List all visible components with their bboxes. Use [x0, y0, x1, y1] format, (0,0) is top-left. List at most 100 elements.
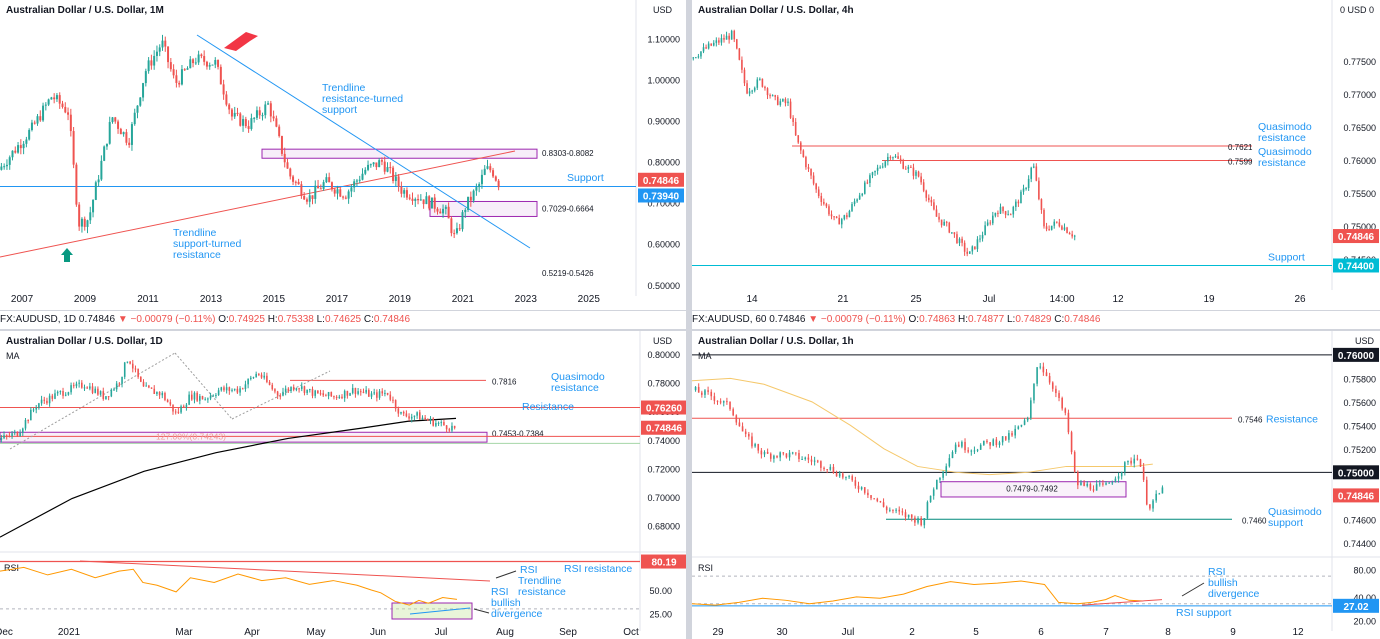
- daily-candle: [123, 362, 126, 377]
- daily-candle: [351, 387, 354, 394]
- daily-candle: [338, 396, 341, 398]
- daily-candle: [413, 415, 416, 417]
- monthly-candle: [58, 95, 61, 104]
- x-tick-label: 2017: [326, 294, 349, 305]
- daily-candle: [317, 390, 319, 394]
- hourly-candle: [1145, 479, 1148, 505]
- hourly-candle: [914, 517, 916, 523]
- daily-candle: [445, 425, 448, 430]
- zone-label: 0.5219-0.5426: [542, 269, 594, 278]
- daily-candle: [271, 384, 274, 390]
- four-hour-candle: [748, 91, 751, 94]
- monthly-candle: [436, 208, 439, 212]
- daily-candle: [105, 396, 107, 400]
- monthly-candle: [317, 185, 320, 189]
- hourly-candle: [1092, 489, 1095, 491]
- daily-candle: [392, 399, 394, 401]
- monthly-candle: [394, 176, 397, 182]
- four-hour-candle: [1058, 222, 1061, 227]
- monthly-candle: [139, 97, 142, 106]
- hourly-candle: [910, 514, 913, 518]
- currency-label: USD: [1355, 336, 1375, 346]
- rsi-label: RSI: [698, 563, 713, 573]
- four-hour-candle: [774, 95, 776, 97]
- four-hour-candle: [1035, 166, 1038, 181]
- four-hour-candle: [825, 203, 828, 207]
- open-value: 0.74925: [228, 314, 265, 325]
- hourly-candle: [992, 439, 995, 446]
- four-hour-candle: [1007, 214, 1009, 216]
- x-tick-label: 7: [1103, 627, 1109, 638]
- hourly-candle: [754, 444, 756, 447]
- monthly-candle: [136, 105, 139, 113]
- four-hour-candle: [997, 212, 999, 214]
- monthly-candle: [130, 124, 133, 145]
- four-hour-candle: [907, 166, 910, 170]
- annotation-text: resistance: [173, 249, 221, 261]
- four-hour-candle: [776, 96, 779, 105]
- rsi-divergence-line: [409, 607, 471, 615]
- high-value: 0.74877: [968, 314, 1005, 325]
- four-hour-candle: [976, 239, 979, 250]
- monthly-candle: [222, 84, 225, 95]
- hourly-candle: [1152, 500, 1154, 509]
- chart-panel-monthly[interactable]: Australian Dollar / U.S. Dollar, 1M USD 1.…: [0, 0, 686, 310]
- daily-candle: [32, 409, 35, 411]
- monthly-candle: [158, 47, 161, 52]
- hourly-candle: [870, 495, 872, 499]
- hourly-candle: [848, 476, 850, 478]
- hourly-candle: [936, 479, 938, 490]
- monthly-candle: [105, 143, 108, 147]
- four-hour-candle: [1017, 201, 1020, 204]
- daily-candle: [207, 398, 209, 400]
- hourly-candle: [882, 502, 885, 507]
- four-hour-candle: [725, 35, 728, 40]
- four-hour-candle: [715, 40, 718, 43]
- hourly-candle: [820, 461, 822, 468]
- four-hour-candle: [805, 157, 807, 168]
- monthly-candle: [114, 117, 117, 122]
- hourly-candle: [907, 514, 910, 518]
- hourly-candle: [945, 466, 948, 472]
- change-value: ▼ −0.00079 (−0.11%): [117, 314, 216, 325]
- monthly-candle: [205, 61, 208, 67]
- daily-candle: [443, 422, 445, 426]
- monthly-candle: [378, 160, 381, 168]
- four-hour-candle: [925, 190, 928, 198]
- level-label: 0.7621: [1228, 143, 1253, 152]
- monthly-candle: [47, 99, 50, 105]
- monthly-candle: [200, 54, 203, 57]
- four-hour-candle: [861, 193, 864, 196]
- daily-candle: [268, 381, 271, 385]
- daily-candle: [150, 387, 153, 389]
- daily-candle: [260, 374, 263, 378]
- low-value: 0.74625: [324, 314, 362, 325]
- monthly-candle: [125, 132, 128, 143]
- chart-panel-daily[interactable]: Australian Dollar / U.S. Dollar, 1D MA USD…: [0, 331, 686, 639]
- daily-candle: [365, 389, 367, 393]
- daily-candle: [306, 389, 308, 393]
- monthly-candle: [369, 164, 372, 166]
- monthly-candle: [286, 162, 289, 169]
- daily-candle: [56, 391, 59, 394]
- chart-panel-4h[interactable]: Australian Dollar / U.S. Dollar, 4h 0 USD…: [692, 0, 1380, 310]
- daily-candle: [193, 392, 196, 400]
- four-hour-candle: [784, 99, 787, 104]
- daily-candle: [223, 387, 225, 391]
- monthly-candle: [258, 110, 261, 116]
- hourly-candle: [1017, 426, 1020, 429]
- hourly-candle: [719, 401, 722, 403]
- monthly-candle: [64, 106, 67, 113]
- four-hour-candle: [866, 182, 869, 184]
- four-hour-candle: [889, 157, 892, 159]
- monthly-candle: [328, 177, 331, 183]
- four-hour-candle: [915, 171, 917, 176]
- monthly-candle: [380, 160, 383, 162]
- rsi-level-tag-bg: [641, 554, 686, 569]
- monthly-candle: [8, 157, 11, 165]
- x-tick-label: 30: [776, 627, 788, 638]
- hourly-candle: [798, 453, 800, 460]
- annotation-text: Trendline: [173, 227, 217, 239]
- chart-panel-hourly[interactable]: Australian Dollar / U.S. Dollar, 1h MA USD…: [692, 331, 1380, 639]
- x-tick-label: 5: [973, 627, 979, 638]
